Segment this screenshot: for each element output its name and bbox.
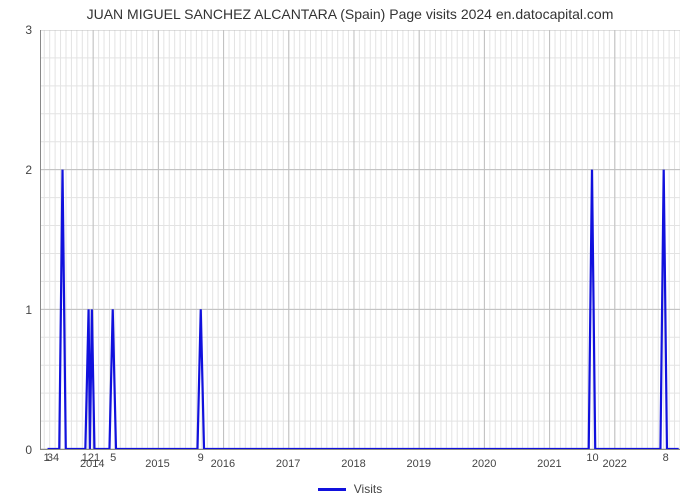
plot-svg [41,30,680,449]
x-tick-label: 2017 [276,458,300,470]
x-tick-label: 2015 [145,458,169,470]
legend-label: Visits [354,482,382,496]
legend: Visits [0,482,700,496]
x-tick-label: 2021 [537,458,561,470]
y-tick-label: 3 [0,23,32,37]
legend-swatch [318,488,346,491]
value-label: 34 [47,452,59,464]
y-tick-label: 1 [0,303,32,317]
y-tick-label: 2 [0,163,32,177]
y-tick-label: 0 [0,443,32,457]
x-tick-label: 2018 [341,458,365,470]
value-label: 9 [198,452,204,464]
x-tick-label: 2020 [472,458,496,470]
value-label: 121 [82,452,100,464]
value-label: 10 [586,452,598,464]
x-tick-label: 2022 [602,458,626,470]
value-label: 5 [110,452,116,464]
chart-title: JUAN MIGUEL SANCHEZ ALCANTARA (Spain) Pa… [0,6,700,22]
value-label: 8 [663,452,669,464]
plot-area [40,30,680,450]
x-tick-label: 2019 [407,458,431,470]
x-tick-label: 2016 [211,458,235,470]
chart-container: JUAN MIGUEL SANCHEZ ALCANTARA (Spain) Pa… [0,0,700,500]
